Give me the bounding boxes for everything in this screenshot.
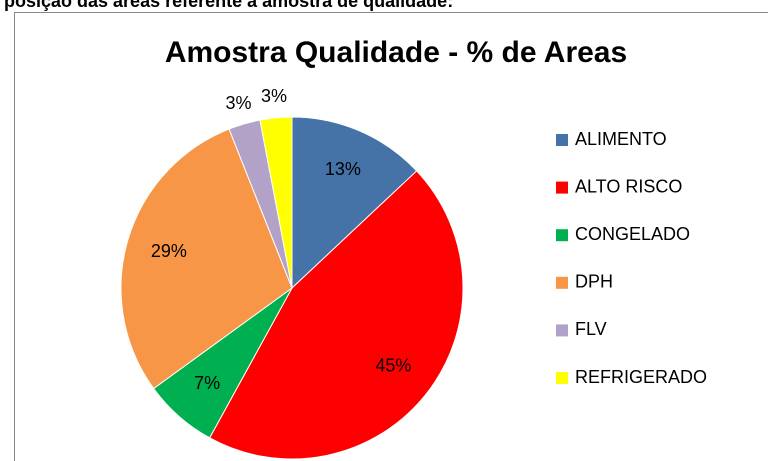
pie-slice [120,128,293,390]
legend-label: CONGELADO [575,224,690,244]
legend-label: FLV [575,319,607,339]
legend-swatch [556,181,568,194]
legend-swatch [556,372,568,384]
data-label: 45% [375,355,411,375]
pie-slice [291,116,418,290]
pie-slice [259,116,293,289]
legend-swatch [556,229,568,242]
legend-label: DPH [575,272,613,292]
data-label: 7% [194,373,220,393]
legend-swatch [556,134,568,146]
legend-swatch [556,324,568,337]
legend-label: ALTO RISCO [575,176,682,196]
legend-swatch [556,276,568,289]
pie-slice [208,170,464,460]
legend-label: ALIMENTO [575,129,667,149]
data-label: 13% [325,159,361,179]
header-text: posição das áreas referente à amostra de… [4,0,453,11]
data-label: 3% [226,93,252,113]
chart-title: Amostra Qualidade - % de Areas [165,36,627,69]
data-label: 3% [261,86,287,106]
data-label: 29% [151,241,187,261]
legend-label: REFRIGERADO [575,367,707,387]
